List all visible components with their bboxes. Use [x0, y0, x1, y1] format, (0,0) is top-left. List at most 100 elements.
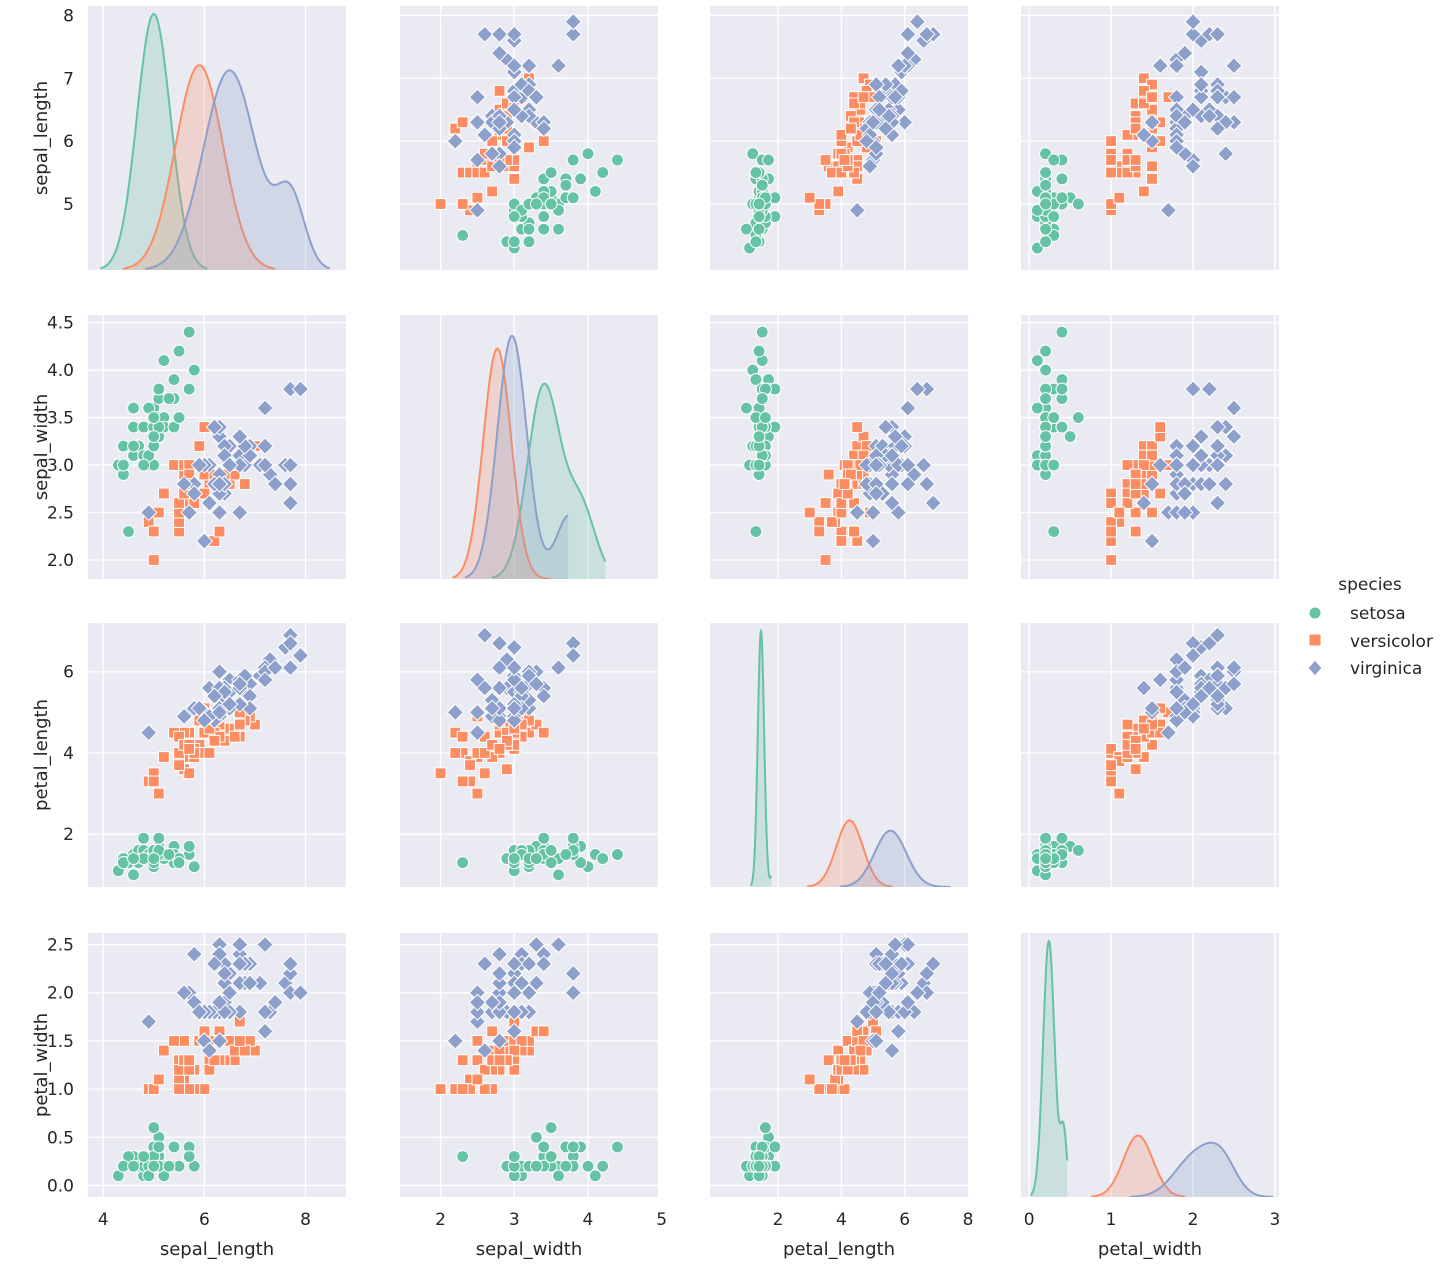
ylabel-petal_width: petal_width — [31, 1013, 52, 1117]
point-versicolor — [1129, 154, 1142, 166]
point-virginica — [256, 1003, 274, 1021]
panel-background — [400, 933, 658, 1197]
panel-petal_length-vs-petal_width — [1021, 623, 1279, 887]
point-versicolor — [471, 787, 484, 800]
point-versicolor — [478, 767, 491, 780]
xlabel-sepal_length: sepal_length — [160, 1239, 274, 1260]
point-setosa — [544, 197, 558, 211]
point-versicolor — [835, 497, 848, 509]
point-virginica — [864, 532, 882, 550]
point-virginica — [867, 456, 885, 474]
point-setosa — [752, 222, 766, 236]
point-virginica — [1208, 456, 1227, 474]
point-versicolor — [173, 759, 185, 772]
point-versicolor — [1137, 185, 1150, 198]
point-virginica — [892, 955, 911, 973]
legend-marker-virginica — [1307, 659, 1323, 677]
point-versicolor — [825, 516, 838, 528]
point-versicolor — [515, 1034, 528, 1047]
point-virginica — [505, 100, 524, 119]
point-setosa — [162, 392, 176, 406]
point-setosa — [537, 831, 551, 845]
point-virginica — [1225, 56, 1243, 75]
point-virginica — [1167, 456, 1186, 474]
point-setosa — [172, 856, 186, 870]
xtick-sepal_width: 2 — [435, 1210, 446, 1230]
point-virginica — [1225, 427, 1243, 446]
scatter-points — [739, 935, 942, 1183]
point-virginica — [266, 658, 284, 677]
point-setosa — [552, 1169, 565, 1183]
point-versicolor — [537, 1025, 550, 1038]
point-virginica — [899, 399, 917, 417]
point-virginica — [1135, 126, 1153, 144]
point-virginica — [446, 1032, 465, 1050]
point-setosa — [574, 856, 588, 870]
point-virginica — [220, 456, 239, 474]
point-virginica — [1184, 25, 1202, 44]
point-virginica — [215, 964, 234, 983]
point-setosa — [182, 325, 196, 339]
point-setosa — [1047, 525, 1061, 538]
point-versicolor — [471, 1034, 484, 1047]
point-versicolor — [1129, 742, 1142, 755]
point-virginica — [468, 88, 487, 106]
point-virginica — [231, 503, 249, 522]
point-setosa — [762, 153, 776, 167]
point-setosa — [1055, 172, 1069, 186]
point-setosa — [507, 852, 521, 866]
point-setosa — [456, 228, 470, 242]
point-setosa — [749, 525, 763, 538]
point-versicolor — [456, 775, 469, 788]
point-versicolor — [1129, 525, 1142, 538]
point-virginica — [899, 993, 917, 1012]
point-virginica — [175, 983, 193, 1002]
point-setosa — [1047, 210, 1061, 224]
point-virginica — [883, 494, 901, 512]
panel-background — [88, 623, 346, 887]
legend-marker-versicolor — [1308, 633, 1322, 647]
point-setosa — [544, 1150, 558, 1163]
point-virginica — [1159, 201, 1178, 220]
point-setosa — [147, 1121, 161, 1135]
point-versicolor — [198, 1083, 211, 1096]
point-setosa — [127, 1159, 140, 1173]
point-setosa — [559, 848, 573, 861]
point-virginica — [886, 935, 904, 954]
point-virginica — [220, 695, 239, 713]
point-versicolor — [1105, 497, 1118, 509]
point-setosa — [127, 401, 140, 415]
point-versicolor — [523, 141, 535, 154]
point-versicolor — [208, 734, 221, 747]
point-virginica — [924, 494, 942, 512]
point-virginica — [291, 983, 310, 1002]
point-setosa — [574, 172, 588, 186]
point-setosa — [552, 868, 565, 882]
point-setosa — [507, 235, 521, 249]
point-setosa — [529, 197, 543, 211]
kde-line-setosa — [749, 628, 773, 887]
point-setosa — [752, 344, 766, 358]
ytick-sepal_width: 2.0 — [47, 551, 74, 571]
xtick-petal_length: 2 — [773, 1210, 784, 1230]
point-virginica — [883, 1041, 901, 1060]
point-versicolor — [1137, 84, 1150, 97]
panel-sepal_length-vs-petal_length — [710, 6, 968, 270]
ytick-petal_width: 2.0 — [47, 984, 74, 1004]
point-virginica — [908, 380, 927, 398]
xtick-petal_width: 2 — [1188, 1210, 1199, 1230]
point-versicolor — [434, 767, 447, 780]
point-setosa — [1039, 363, 1053, 377]
point-versicolor — [1137, 72, 1150, 85]
point-setosa — [755, 178, 769, 192]
point-versicolor — [844, 122, 857, 135]
point-versicolor — [832, 185, 845, 198]
point-virginica — [1208, 418, 1227, 436]
point-setosa — [752, 1159, 766, 1173]
point-virginica — [139, 723, 158, 742]
point-setosa — [127, 868, 140, 882]
point-setosa — [537, 210, 551, 224]
point-virginica — [505, 658, 524, 677]
point-setosa — [588, 184, 602, 198]
kde-line-virginica — [839, 829, 951, 887]
